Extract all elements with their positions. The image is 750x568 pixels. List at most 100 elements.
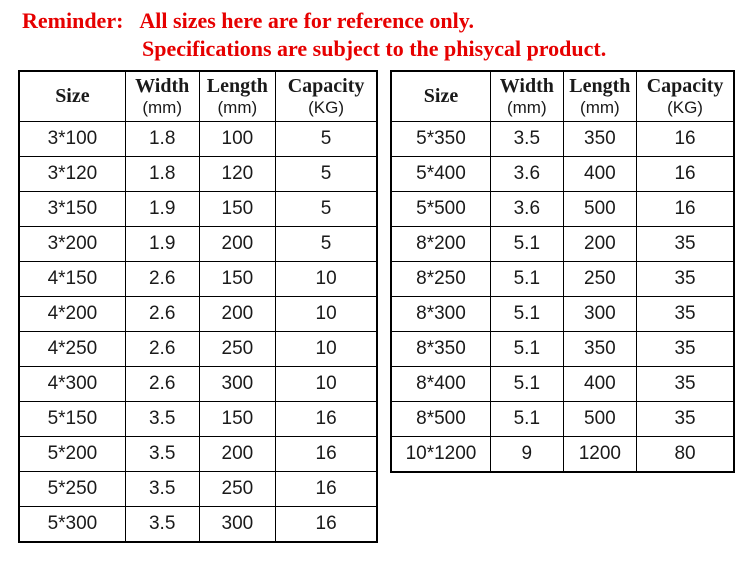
table-cell: 5*300 (18, 506, 126, 543)
table-header: Size Width (mm) Length (mm) Capacity (KG… (18, 70, 378, 122)
header-unit: (mm) (217, 98, 258, 118)
header-title: Length (206, 75, 268, 98)
table-row: 4*200 2.6 200 10 (18, 296, 378, 332)
header-unit: (mm) (580, 98, 620, 118)
reminder-line-1: Reminder: All sizes here are for referenc… (22, 7, 606, 35)
header-title: Size (423, 85, 459, 107)
table-cell: 4*300 (18, 366, 126, 402)
header-cell-length: Length (mm) (198, 70, 277, 122)
table-cell: 1.9 (124, 191, 200, 227)
reminder-sentence-1: All sizes here are for reference only. (139, 8, 475, 33)
size-table-right: Size Width (mm) Length (mm) Capacity (KG… (390, 70, 735, 473)
table-cell: 3*100 (18, 121, 126, 157)
table-cell: 16 (636, 191, 735, 227)
table-cell: 400 (562, 156, 638, 192)
table-row: 5*250 3.5 250 16 (18, 471, 378, 507)
table-row: 5*150 3.5 150 16 (18, 401, 378, 437)
table-cell: 2.6 (124, 296, 200, 332)
table-cell: 16 (275, 401, 378, 437)
table-cell: 16 (275, 506, 378, 543)
table-cell: 5 (275, 121, 378, 157)
table-cell: 3*120 (18, 156, 126, 192)
reminder-label: Reminder: (22, 8, 124, 33)
table-cell: 4*200 (18, 296, 126, 332)
table-cell: 1.9 (124, 226, 200, 262)
header-cell-length: Length (mm) (562, 70, 638, 122)
header-title: Size (55, 85, 90, 107)
table-cell: 5*500 (390, 191, 491, 227)
table-cell: 300 (562, 296, 638, 332)
header-cell-size: Size (390, 70, 491, 122)
header-unit: (KG) (667, 98, 703, 118)
table-cell: 5.1 (489, 261, 564, 297)
table-cell: 10*1200 (390, 436, 491, 473)
table-cell: 8*250 (390, 261, 491, 297)
table-cell: 5*200 (18, 436, 126, 472)
table-cell: 200 (562, 226, 638, 262)
header-cell-capacity: Capacity (KG) (636, 70, 735, 122)
table-cell: 2.6 (124, 261, 200, 297)
table-cell: 300 (198, 506, 277, 543)
table-row: 3*100 1.8 100 5 (18, 121, 378, 157)
table-cell: 5*250 (18, 471, 126, 507)
table-cell: 3.5 (124, 506, 200, 543)
header-cell-capacity: Capacity (KG) (275, 70, 378, 122)
table-cell: 35 (636, 226, 735, 262)
table-row: 10*1200 9 1200 80 (390, 436, 735, 473)
table-row: 8*200 5.1 200 35 (390, 226, 735, 262)
header-unit: (mm) (142, 98, 182, 118)
header-cell-width: Width (mm) (489, 70, 564, 122)
table-cell: 200 (198, 436, 277, 472)
table-row: 8*250 5.1 250 35 (390, 261, 735, 297)
header-title: Length (569, 75, 631, 98)
table-row: 8*500 5.1 500 35 (390, 401, 735, 437)
table-cell: 16 (636, 156, 735, 192)
header-row: Size Width (mm) Length (mm) Capacity (KG… (18, 70, 378, 122)
table-cell: 16 (275, 471, 378, 507)
table-cell: 8*200 (390, 226, 491, 262)
table-cell: 5 (275, 156, 378, 192)
table-cell: 250 (198, 331, 277, 367)
table-row: 5*500 3.6 500 16 (390, 191, 735, 227)
table-cell: 5*350 (390, 121, 491, 157)
header-title: Width (135, 75, 190, 98)
table-row: 5*200 3.5 200 16 (18, 436, 378, 472)
table-cell: 5*150 (18, 401, 126, 437)
table-cell: 3.5 (124, 436, 200, 472)
table-cell: 5.1 (489, 401, 564, 437)
table-cell: 400 (562, 366, 638, 402)
table-cell: 1.8 (124, 156, 200, 192)
table-cell: 8*300 (390, 296, 491, 332)
header-title: Width (499, 75, 554, 98)
table-cell: 250 (198, 471, 277, 507)
table-cell: 150 (198, 401, 277, 437)
table-cell: 3*150 (18, 191, 126, 227)
table-cell: 350 (562, 121, 638, 157)
table-cell: 2.6 (124, 331, 200, 367)
table-cell: 200 (198, 296, 277, 332)
table-row: 3*120 1.8 120 5 (18, 156, 378, 192)
table-header: Size Width (mm) Length (mm) Capacity (KG… (390, 70, 735, 122)
table-cell: 4*250 (18, 331, 126, 367)
table-cell: 9 (489, 436, 564, 473)
table-cell: 350 (562, 331, 638, 367)
table-cell: 250 (562, 261, 638, 297)
header-title: Capacity (287, 75, 365, 98)
reminder-text: Reminder: All sizes here are for referenc… (22, 7, 606, 63)
header-unit: (mm) (506, 98, 547, 118)
table-cell: 35 (636, 261, 735, 297)
table-cell: 8*400 (390, 366, 491, 402)
table-row: 4*300 2.6 300 10 (18, 366, 378, 402)
header-row: Size Width (mm) Length (mm) Capacity (KG… (390, 70, 735, 122)
table-row: 8*400 5.1 400 35 (390, 366, 735, 402)
table-cell: 3*200 (18, 226, 126, 262)
size-table-left: Size Width (mm) Length (mm) Capacity (KG… (18, 70, 378, 543)
table-cell: 300 (198, 366, 277, 402)
table-cell: 35 (636, 366, 735, 402)
table-cell: 80 (636, 436, 735, 473)
table-cell: 8*500 (390, 401, 491, 437)
table-cell: 4*150 (18, 261, 126, 297)
table-cell: 500 (562, 401, 638, 437)
table-cell: 16 (275, 436, 378, 472)
table-cell: 10 (275, 296, 378, 332)
